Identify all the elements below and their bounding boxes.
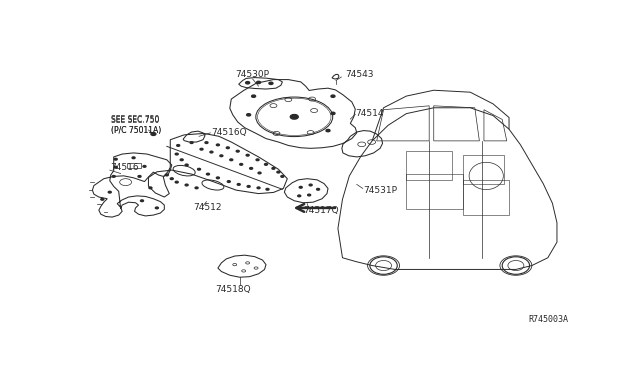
Circle shape [266,189,269,190]
Circle shape [236,150,239,152]
Text: 74512: 74512 [193,203,221,212]
Circle shape [298,195,301,197]
Circle shape [177,145,180,146]
Circle shape [185,184,188,186]
Text: 74531P: 74531P [363,186,397,195]
Circle shape [101,198,104,200]
Circle shape [112,176,115,177]
Circle shape [277,171,280,173]
Circle shape [138,176,141,177]
Circle shape [210,151,213,153]
Circle shape [227,147,229,149]
Circle shape [227,181,230,182]
Circle shape [246,114,251,116]
Circle shape [108,191,111,193]
Text: 74516: 74516 [110,163,138,172]
Circle shape [240,164,243,165]
Circle shape [132,157,135,158]
Circle shape [252,95,255,97]
Circle shape [149,187,152,189]
Circle shape [257,187,260,189]
Text: 74530P: 74530P [236,70,269,79]
Circle shape [205,142,208,144]
Circle shape [291,115,298,119]
Circle shape [175,153,178,155]
Circle shape [165,174,168,176]
Circle shape [151,132,156,135]
Circle shape [246,81,250,84]
Circle shape [317,189,319,190]
Circle shape [331,112,335,115]
Circle shape [220,155,223,157]
Circle shape [198,169,200,170]
Text: SEE SEC.750
(P/C 75011A): SEE SEC.750 (P/C 75011A) [111,116,161,135]
Circle shape [114,158,117,160]
Circle shape [207,173,209,175]
Circle shape [250,167,253,169]
Circle shape [247,186,250,187]
Text: SEE SEC.750
(P/C 75011A): SEE SEC.750 (P/C 75011A) [111,115,161,135]
Text: R745003A: R745003A [529,315,568,324]
Text: 74514: 74514 [355,109,384,118]
Text: 74516Q: 74516Q [211,128,247,137]
Circle shape [170,178,173,180]
Circle shape [190,142,193,144]
Circle shape [300,186,302,188]
Circle shape [256,159,259,161]
Circle shape [326,129,330,132]
Circle shape [156,207,158,209]
Text: 74517Q: 74517Q [303,206,339,215]
Circle shape [230,159,233,161]
Circle shape [272,167,275,169]
Circle shape [258,172,261,174]
Text: 74518Q: 74518Q [215,285,251,294]
Text: 74543: 74543 [346,70,374,79]
Circle shape [175,181,178,183]
Circle shape [195,187,198,189]
Circle shape [281,176,284,177]
Circle shape [200,148,203,150]
Circle shape [246,154,249,156]
Circle shape [143,166,146,167]
Circle shape [185,164,188,166]
Circle shape [264,164,268,165]
Circle shape [308,194,310,196]
Circle shape [114,166,117,168]
Circle shape [180,159,183,161]
Circle shape [237,183,240,185]
Circle shape [309,184,312,186]
Circle shape [216,177,220,179]
Circle shape [141,200,143,202]
Circle shape [257,81,260,84]
Circle shape [269,82,273,84]
Circle shape [331,95,335,97]
Circle shape [216,144,220,146]
